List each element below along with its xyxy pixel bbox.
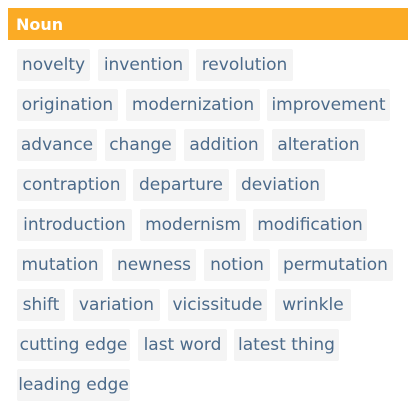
synonym-tag[interactable]: modification [253, 209, 367, 241]
synonym-tag[interactable]: notion [204, 249, 270, 281]
synonym-tag[interactable]: change [105, 129, 176, 161]
synonym-tag[interactable]: improvement [267, 89, 390, 121]
synonym-tag[interactable]: alteration [272, 129, 365, 161]
synonym-tag[interactable]: revolution [196, 49, 293, 81]
synonym-tag[interactable]: deviation [236, 169, 325, 201]
synonym-tag[interactable]: novelty [17, 49, 90, 81]
synonym-tag[interactable]: wrinkle [275, 289, 351, 321]
synonym-tag[interactable]: mutation [17, 249, 103, 281]
header-title: Noun [16, 14, 64, 34]
synonym-tag[interactable]: modernization [126, 89, 260, 121]
synonym-tag[interactable]: variation [73, 289, 160, 321]
synonym-tag[interactable]: introduction [17, 209, 132, 241]
synonym-tag[interactable]: contraption [17, 169, 126, 201]
synonym-tag[interactable]: invention [98, 49, 189, 81]
synonym-tag[interactable]: origination [17, 89, 118, 121]
synonym-tag[interactable]: advance [17, 129, 97, 161]
synonym-tag[interactable]: newness [112, 249, 196, 281]
synonym-tag[interactable]: addition [184, 129, 264, 161]
synonym-tag[interactable]: cutting edge [17, 329, 130, 361]
synonym-tag[interactable]: latest thing [234, 329, 339, 361]
synonym-tag[interactable]: departure [133, 169, 229, 201]
synonym-tag[interactable]: leading edge [17, 369, 130, 401]
noun-header: Noun [8, 8, 408, 40]
synonym-tag[interactable]: vicissitude [168, 289, 267, 321]
synonym-tag[interactable]: modernism [140, 209, 246, 241]
synonym-tag[interactable]: permutation [278, 249, 393, 281]
synonym-tag[interactable]: shift [17, 289, 65, 321]
synonym-tag[interactable]: last word [138, 329, 227, 361]
